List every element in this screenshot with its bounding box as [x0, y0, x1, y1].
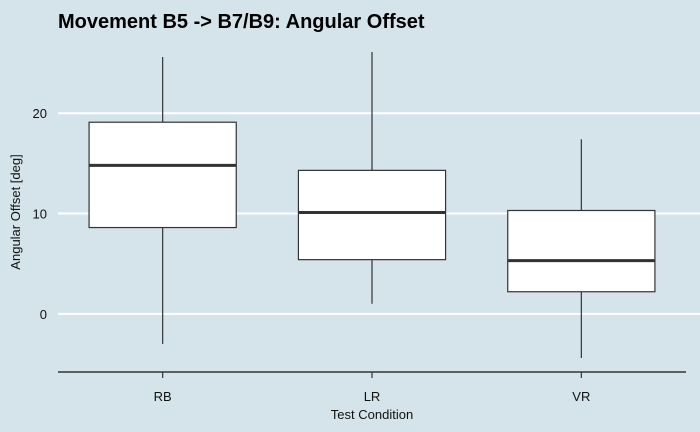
y-tick-label-10: 10 — [33, 207, 47, 222]
y-tick-label-20: 20 — [33, 106, 47, 121]
box-RB — [88, 57, 237, 344]
x-tick-label-RB: RB — [154, 389, 172, 404]
box-VR — [507, 139, 656, 358]
boxes — [88, 52, 656, 358]
box-LR — [297, 52, 447, 304]
x-tick-label-LR: LR — [364, 389, 381, 404]
ticks: 0 10 20 RB LR VR — [33, 106, 591, 404]
box-body-RB — [88, 121, 237, 229]
box-body-LR — [297, 169, 447, 261]
x-tick-label-VR: VR — [572, 389, 590, 404]
y-tick-label-0: 0 — [40, 307, 47, 322]
x-axis-title: Test Condition — [331, 407, 413, 422]
y-axis-title: Angular Offset [deg] — [8, 154, 23, 269]
box-body-VR — [507, 209, 656, 293]
chart-title: Movement B5 -> B7/B9: Angular Offset — [58, 11, 425, 33]
